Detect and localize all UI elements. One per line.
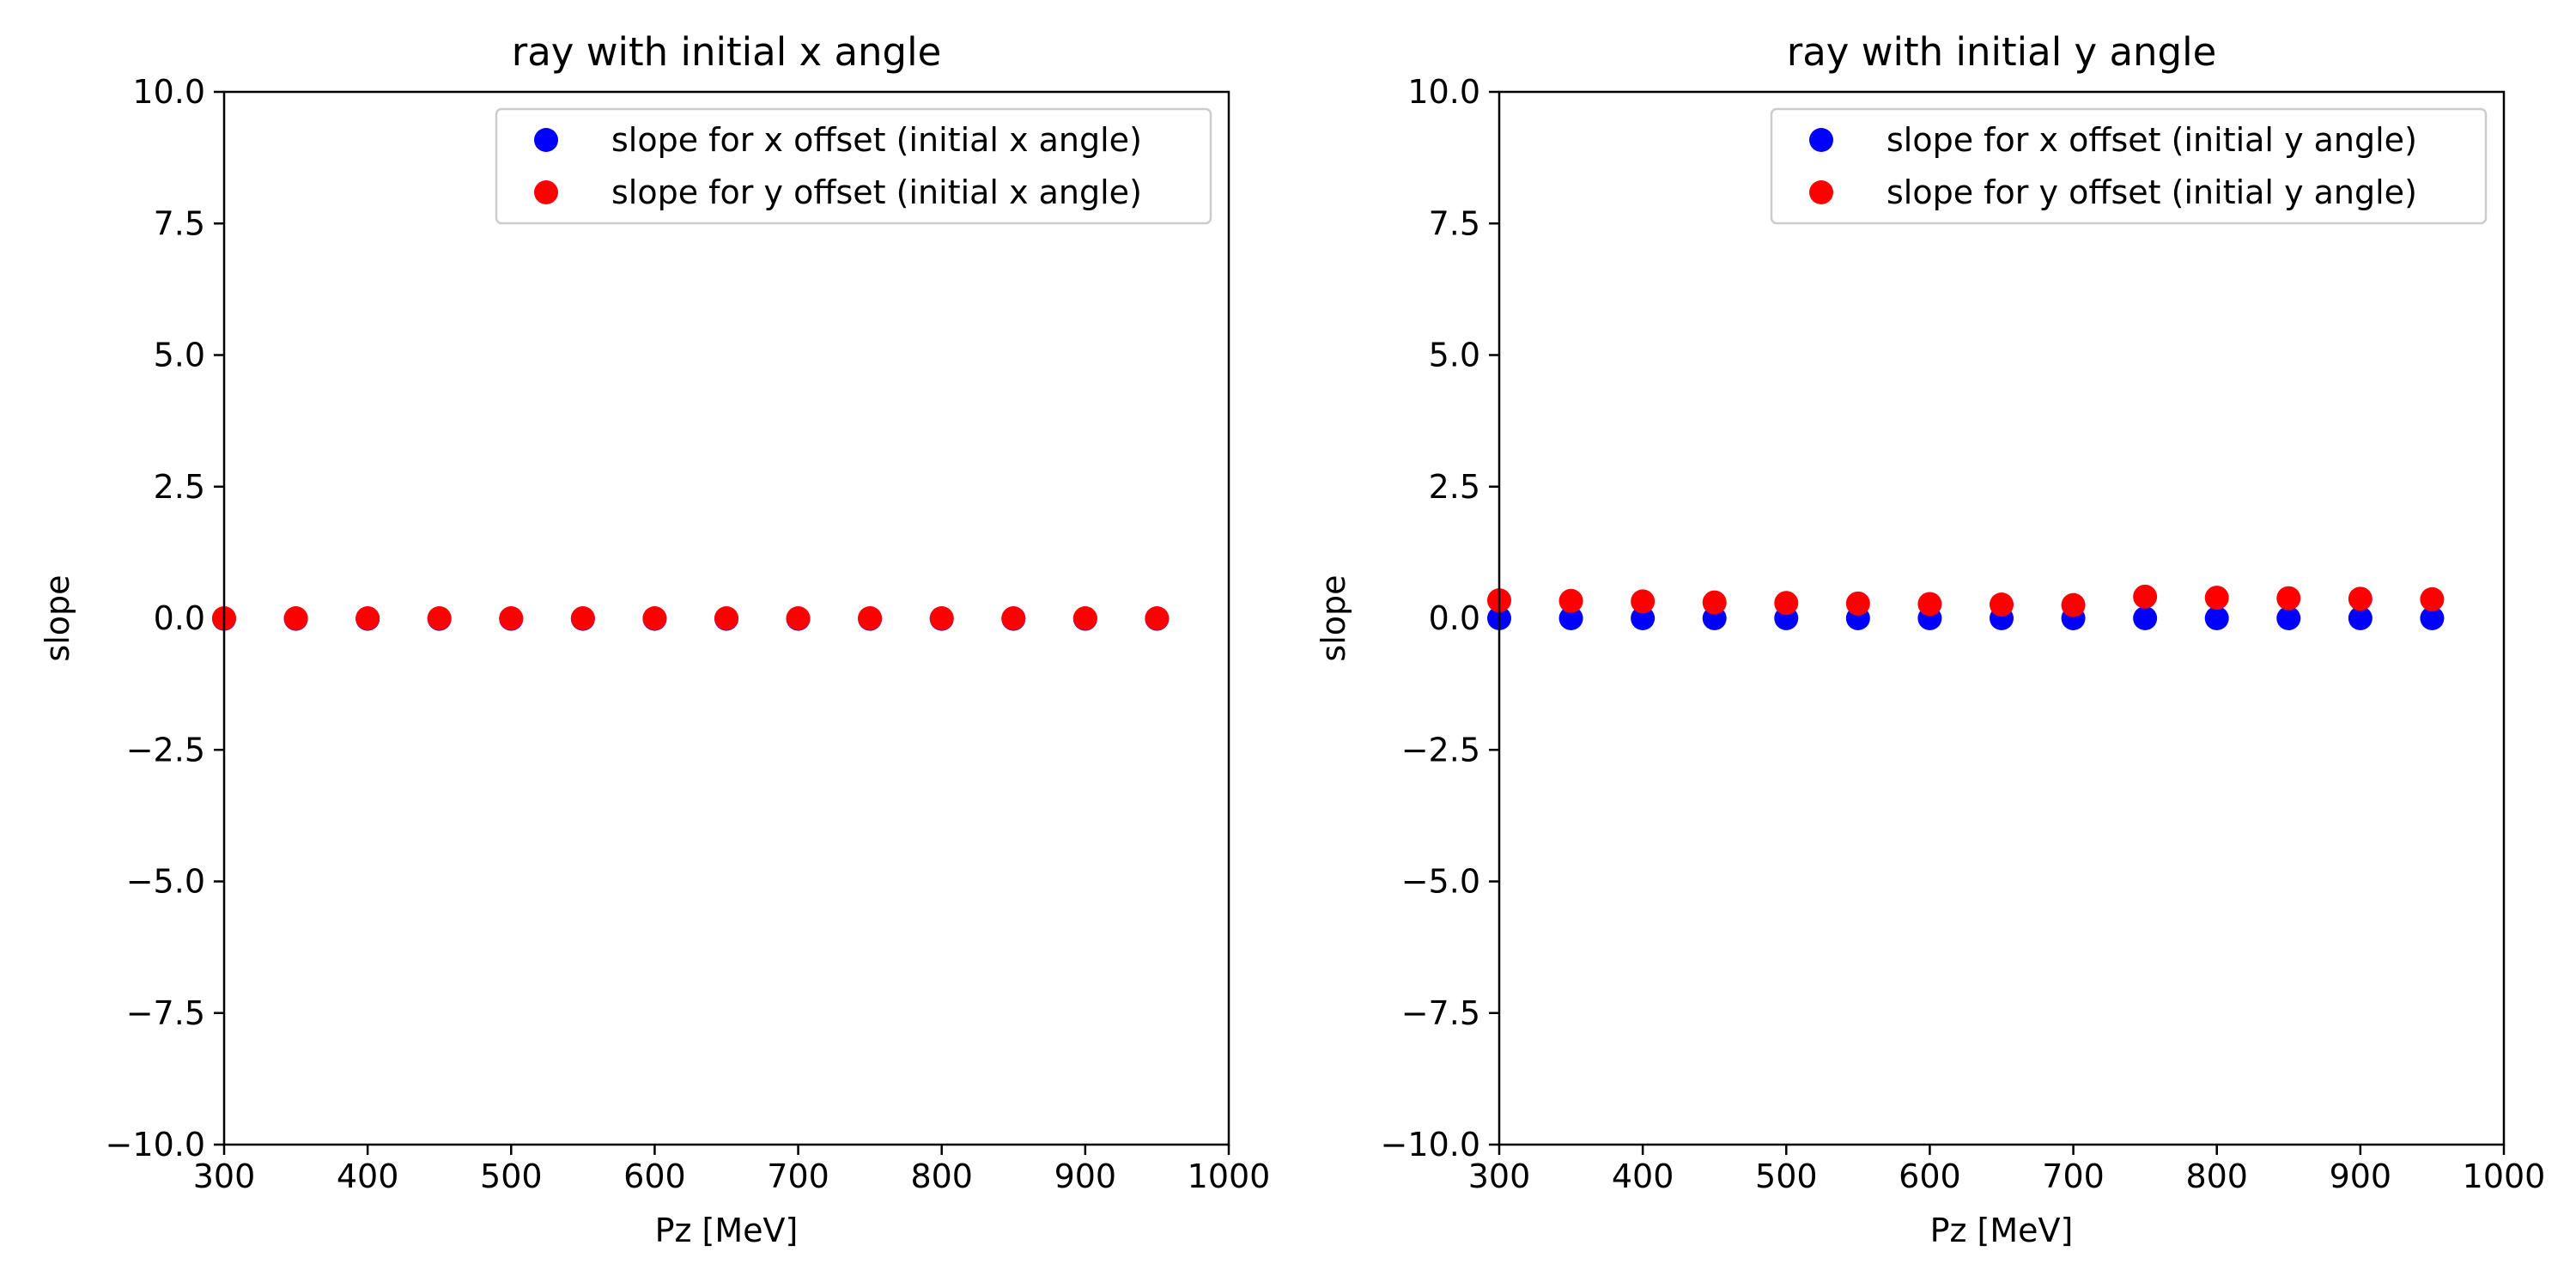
right-series-1-point: [2204, 586, 2229, 611]
right-series-1-point: [1917, 592, 1942, 617]
left-series-1-point: [786, 606, 811, 630]
left-series-1-point: [1001, 606, 1026, 630]
left-legend: slope for x offset (initial x angle) slo…: [495, 107, 1212, 225]
left-legend-marker-y-offset: [534, 180, 558, 204]
left-series-1-point: [1145, 606, 1170, 630]
right-series-0-point: [2133, 606, 2158, 630]
left-y-tick-label: 10.0: [132, 73, 205, 111]
right-x-axis-label: Pz [MeV]: [1930, 1212, 2074, 1249]
left-y-tick-label: −2.5: [126, 731, 205, 769]
right-x-tick-label: 600: [1899, 1157, 1961, 1195]
left-legend-box: [495, 107, 1212, 225]
right-series-1-point: [2133, 584, 2158, 609]
right-legend: slope for x offset (initial y angle) slo…: [1770, 107, 2488, 225]
right-x-tick-label: 500: [1755, 1157, 1818, 1195]
right-y-tick-label: 10.0: [1407, 73, 1480, 111]
right-series-1-point: [2348, 586, 2372, 611]
left-series-1-point: [499, 606, 524, 630]
right-series-1-point: [1702, 590, 1727, 615]
right-series-1-point: [2420, 586, 2445, 611]
left-legend-label-x-offset: slope for x offset (initial x angle): [611, 121, 1142, 159]
left-series-1-point: [427, 606, 452, 630]
right-legend-label-x-offset: slope for x offset (initial y angle): [1886, 121, 2417, 159]
right-ticks: 300 400 500 600 700 800 900 1000 10.0 7.5 5.0 2.5 0.…: [1381, 73, 2546, 1195]
left-x-tick-label: 700: [767, 1157, 829, 1195]
right-axes-frame: [1498, 90, 2506, 1146]
left-x-axis-label: Pz [MeV]: [655, 1212, 799, 1249]
right-series-0-point: [2276, 606, 2301, 630]
right-series-0-point: [2204, 606, 2229, 630]
right-series-0-point: [2348, 606, 2372, 630]
right-series-1-point: [2276, 586, 2301, 611]
left-legend-label-y-offset: slope for y offset (initial x angle): [611, 173, 1142, 211]
left-series-1-point: [355, 606, 380, 630]
right-series-0-point: [1558, 606, 1583, 630]
right-x-tick-label: 400: [1612, 1157, 1674, 1195]
right-chart-title: ray with initial y angle: [1787, 29, 2217, 75]
left-chart-title: ray with initial x angle: [512, 29, 942, 75]
left-y-tick-label: 5.0: [154, 337, 205, 374]
right-y-tick-label: 7.5: [1429, 204, 1480, 242]
right-y-tick-label: −7.5: [1401, 994, 1480, 1032]
left-data-points: [212, 606, 1170, 631]
right-y-tick-label: −10.0: [1381, 1126, 1480, 1163]
right-series-1-point: [1558, 588, 1583, 613]
right-x-tick-label: 900: [2330, 1157, 2392, 1195]
right-x-tick-label: 700: [2042, 1157, 2105, 1195]
right-y-tick-label: 5.0: [1429, 337, 1480, 374]
right-y-tick-label: −5.0: [1401, 863, 1480, 901]
right-x-tick-label: 800: [2185, 1157, 2248, 1195]
right-legend-marker-y-offset: [1809, 180, 1833, 204]
right-x-tick-label: 1000: [2463, 1157, 2546, 1195]
left-y-axis-label: slope: [39, 574, 76, 661]
left-x-tick-label: 800: [910, 1157, 973, 1195]
right-y-axis-label: slope: [1315, 574, 1352, 661]
left-series-1-point: [714, 606, 738, 630]
left-axes-frame: [222, 90, 1230, 1146]
right-subplot: ray with initial y angle Pz [MeV] slope …: [1315, 29, 2545, 1249]
left-series-1-point: [642, 606, 667, 630]
left-x-tick-label: 400: [337, 1157, 399, 1195]
left-ticks: 300 400 500 600 700 800 900 1000 10.0 7.5 5.0 2.5 0.…: [106, 73, 1271, 1195]
right-series-0-point: [2420, 606, 2445, 630]
right-legend-marker-x-offset: [1809, 128, 1833, 152]
right-data-points: [1487, 584, 2445, 630]
right-y-tick-label: −2.5: [1401, 731, 1480, 769]
left-y-tick-label: −7.5: [126, 994, 205, 1032]
left-x-tick-label: 300: [193, 1157, 256, 1195]
left-subplot: ray with initial x angle Pz [MeV] slope …: [39, 29, 1270, 1249]
left-y-tick-label: 2.5: [154, 468, 205, 506]
right-series-1-point: [1990, 592, 2014, 617]
left-x-tick-label: 600: [623, 1157, 686, 1195]
right-y-tick-label: 0.0: [1429, 599, 1480, 637]
left-y-tick-label: 7.5: [154, 204, 205, 242]
left-series-1-point: [1072, 606, 1097, 630]
right-series-1-point: [1631, 589, 1656, 614]
left-series-1-point: [858, 606, 883, 630]
right-legend-label-y-offset: slope for y offset (initial y angle): [1886, 173, 2417, 211]
left-series-1-point: [570, 606, 595, 630]
right-legend-box: [1770, 107, 2488, 225]
right-y-tick-label: 2.5: [1429, 468, 1480, 506]
right-series-0-point: [1631, 606, 1656, 630]
left-y-tick-label: −5.0: [126, 863, 205, 901]
left-series-1-point: [929, 606, 954, 630]
left-x-tick-label: 900: [1054, 1157, 1117, 1195]
right-x-tick-label: 300: [1468, 1157, 1531, 1195]
right-series-1-point: [2061, 592, 2086, 617]
left-y-tick-label: 0.0: [154, 599, 205, 637]
right-series-1-point: [1774, 591, 1799, 616]
left-x-tick-label: 1000: [1188, 1157, 1271, 1195]
left-y-tick-label: −10.0: [106, 1126, 205, 1163]
right-series-1-point: [1845, 591, 1870, 616]
left-series-1-point: [283, 606, 308, 630]
left-legend-marker-x-offset: [534, 128, 558, 152]
left-x-tick-label: 500: [480, 1157, 543, 1195]
